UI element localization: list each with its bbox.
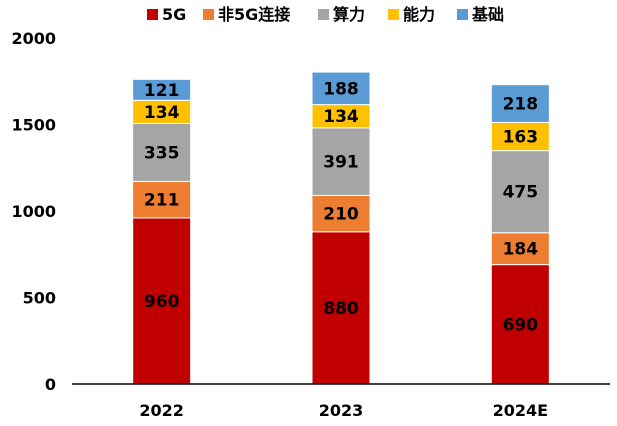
legend-swatch-5g bbox=[147, 9, 158, 20]
y-tick-label-2000: 2000 bbox=[11, 29, 56, 48]
legend-label-5g: 5G bbox=[162, 5, 186, 24]
bars: 9602113351341218802103911341886901844751… bbox=[132, 71, 550, 385]
legend-label-series-4: 基础 bbox=[471, 5, 504, 24]
legend-swatch-series-2 bbox=[318, 9, 329, 20]
bar-segment-series-4-2023 bbox=[311, 71, 371, 106]
data-label-5g-2024E: 184 bbox=[503, 240, 539, 260]
data-label-series-4-2024E: 218 bbox=[503, 95, 539, 115]
legend: 5G 非5G连接 算力 能力 基础 bbox=[147, 5, 504, 24]
x-category-label-2022: 2022 bbox=[139, 401, 184, 420]
bar-segment-series-2-2023 bbox=[311, 127, 371, 196]
data-label-5g-2023: 210 bbox=[323, 205, 359, 225]
bar-segment-5g-2022 bbox=[132, 180, 192, 219]
x-axis-labels: 2022 2023 2024E bbox=[139, 401, 548, 420]
data-label-5g-2022: 960 bbox=[144, 292, 180, 312]
data-label-5g-2022: 211 bbox=[144, 191, 180, 211]
y-axis-ticks: 0 500 1000 1500 2000 bbox=[11, 29, 56, 394]
data-label-series-4-2022: 121 bbox=[144, 81, 180, 101]
data-label-5g-2023: 880 bbox=[323, 299, 359, 319]
legend-label-series-3: 能力 bbox=[403, 5, 435, 24]
data-label-series-3-2023: 134 bbox=[323, 107, 359, 127]
y-tick-label-1000: 1000 bbox=[11, 202, 56, 221]
bar-segment-series-4-2022 bbox=[132, 78, 192, 101]
data-label-series-2-2024E: 475 bbox=[503, 183, 539, 203]
y-tick-label-500: 500 bbox=[23, 289, 56, 308]
legend-label-series-2: 算力 bbox=[333, 5, 365, 24]
bar-segment-series-2-2024E bbox=[490, 150, 550, 234]
data-label-series-3-2022: 134 bbox=[144, 103, 180, 123]
data-label-series-2-2022: 335 bbox=[144, 143, 180, 163]
x-category-label-2024E: 2024E bbox=[493, 401, 548, 420]
legend-swatch-series-3 bbox=[388, 9, 399, 20]
bar-segment-5g-2024E bbox=[490, 264, 550, 385]
x-category-label-2023: 2023 bbox=[319, 401, 364, 420]
bar-segment-series-4-2024E bbox=[490, 84, 550, 123]
y-tick-label-0: 0 bbox=[45, 375, 56, 394]
legend-swatch-series-4 bbox=[457, 9, 468, 20]
bar-segment-5g-2023 bbox=[311, 194, 371, 233]
bar-segment-5g-2022 bbox=[132, 217, 192, 385]
bar-segment-5g-2024E bbox=[490, 232, 550, 266]
data-label-series-3-2024E: 163 bbox=[503, 128, 539, 148]
data-label-series-4-2023: 188 bbox=[323, 79, 359, 99]
y-tick-label-1500: 1500 bbox=[11, 116, 56, 135]
legend-label-5g: 非5G连接 bbox=[218, 5, 290, 24]
data-label-5g-2024E: 690 bbox=[503, 315, 539, 335]
data-label-series-2-2023: 391 bbox=[323, 153, 359, 173]
legend-swatch-5g bbox=[203, 9, 214, 20]
